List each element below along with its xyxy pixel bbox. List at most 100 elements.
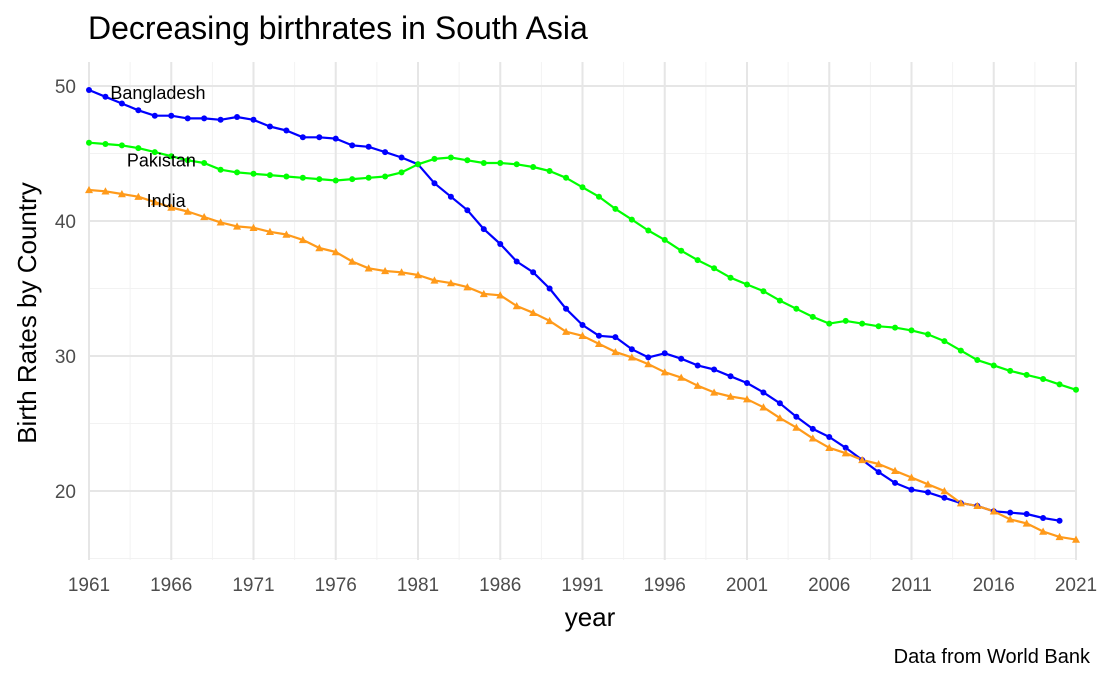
pakistan-point bbox=[217, 166, 224, 173]
pakistan-point bbox=[859, 320, 866, 327]
bangladesh-point bbox=[678, 355, 685, 362]
y-tick-label: 40 bbox=[55, 212, 76, 233]
x-tick-label: 1996 bbox=[644, 575, 686, 596]
pakistan-point bbox=[760, 288, 767, 295]
bangladesh-point bbox=[875, 469, 882, 476]
pakistan-point bbox=[415, 161, 421, 168]
india-point bbox=[1055, 532, 1064, 541]
bangladesh-point bbox=[266, 123, 273, 130]
india-point bbox=[331, 248, 340, 256]
bangladesh-point bbox=[809, 425, 816, 432]
bangladesh-point bbox=[793, 413, 800, 420]
india-point bbox=[759, 403, 768, 411]
india-point bbox=[117, 190, 126, 198]
india-point bbox=[315, 244, 324, 252]
pakistan-point bbox=[974, 357, 981, 364]
pakistan-point bbox=[530, 164, 537, 170]
pakistan-point bbox=[678, 247, 685, 254]
pakistan-point bbox=[1007, 367, 1014, 374]
india-point bbox=[956, 499, 965, 507]
pakistan-point bbox=[151, 149, 158, 156]
pakistan-point bbox=[513, 161, 520, 168]
pakistan-point bbox=[480, 159, 487, 166]
x-tick-label: 2011 bbox=[891, 575, 932, 596]
india-point bbox=[660, 368, 669, 376]
bangladesh-point bbox=[661, 350, 668, 357]
india-point bbox=[775, 414, 784, 422]
bangladesh-point bbox=[398, 154, 405, 161]
india-point bbox=[381, 266, 390, 275]
india-point bbox=[265, 227, 274, 235]
india-point bbox=[693, 381, 702, 389]
bangladesh-point bbox=[135, 107, 142, 114]
pakistan-label: Pakistan bbox=[127, 150, 196, 170]
bangladesh-point bbox=[1023, 510, 1030, 517]
bangladesh-point bbox=[892, 479, 899, 486]
india-point bbox=[183, 207, 192, 215]
pakistan-point bbox=[694, 257, 701, 264]
bangladesh-point bbox=[480, 226, 487, 233]
pakistan-point bbox=[283, 173, 290, 180]
india-point bbox=[233, 222, 242, 230]
india-point bbox=[1006, 515, 1015, 523]
bangladesh-point bbox=[924, 489, 931, 496]
bangladesh-point bbox=[595, 332, 602, 339]
bangladesh-point bbox=[299, 134, 306, 141]
x-tick-label: 1986 bbox=[479, 575, 521, 596]
bangladesh-point bbox=[168, 112, 175, 119]
pakistan-point bbox=[744, 281, 750, 288]
bangladesh-point bbox=[118, 100, 125, 107]
pakistan-point bbox=[727, 274, 734, 281]
india-point bbox=[677, 373, 686, 381]
bangladesh-point bbox=[151, 112, 158, 119]
pakistan-point bbox=[398, 169, 405, 176]
bangladesh-point bbox=[201, 115, 208, 122]
pakistan-point bbox=[645, 227, 652, 234]
chart-title: Decreasing birthrates in South Asia bbox=[88, 10, 588, 46]
bangladesh-point bbox=[464, 207, 471, 214]
bangladesh-point bbox=[842, 444, 849, 451]
y-axis-title: Birth Rates by Country bbox=[12, 182, 42, 444]
india-label: India bbox=[147, 191, 187, 211]
india-point bbox=[907, 473, 916, 481]
x-tick-label: 2016 bbox=[973, 575, 1015, 596]
bangladesh-line bbox=[88, 88, 1060, 522]
bangladesh-point bbox=[941, 494, 948, 501]
india-point bbox=[1072, 535, 1080, 543]
pakistan-point bbox=[579, 184, 586, 191]
india-point bbox=[249, 223, 258, 231]
y-tick-label: 30 bbox=[55, 347, 76, 368]
bangladesh-point bbox=[447, 193, 454, 200]
india-point bbox=[792, 423, 801, 431]
series-labels: Bangladesh Pakistan India bbox=[110, 83, 205, 211]
india-point bbox=[430, 276, 439, 284]
india-point bbox=[150, 198, 159, 206]
pakistan-point bbox=[447, 154, 454, 161]
y-tick-label: 50 bbox=[55, 77, 76, 98]
bangladesh-point bbox=[513, 258, 520, 265]
bangladesh-point bbox=[365, 143, 372, 150]
india-point bbox=[200, 212, 209, 221]
india-point bbox=[710, 388, 719, 396]
bangladesh-point bbox=[431, 180, 438, 187]
x-tick-label: 1976 bbox=[315, 575, 357, 596]
pakistan-point bbox=[892, 324, 899, 331]
india-point bbox=[874, 460, 883, 468]
pakistan-point bbox=[842, 317, 849, 324]
pakistan-point bbox=[957, 347, 964, 354]
pakistan-point bbox=[826, 320, 833, 327]
india-point bbox=[348, 257, 357, 265]
india-point bbox=[594, 339, 603, 348]
india-point bbox=[578, 331, 587, 339]
bangladesh-point bbox=[908, 486, 915, 493]
india-point bbox=[397, 268, 406, 276]
india-point bbox=[446, 279, 455, 287]
bangladesh-point bbox=[546, 285, 553, 292]
pakistan-point bbox=[612, 205, 619, 212]
bangladesh-point bbox=[826, 434, 833, 440]
bangladesh-point bbox=[579, 321, 586, 328]
bangladesh-label: Bangladesh bbox=[110, 83, 205, 103]
pakistan-point bbox=[908, 327, 915, 334]
bangladesh-point bbox=[102, 93, 109, 100]
india-point bbox=[989, 507, 998, 515]
